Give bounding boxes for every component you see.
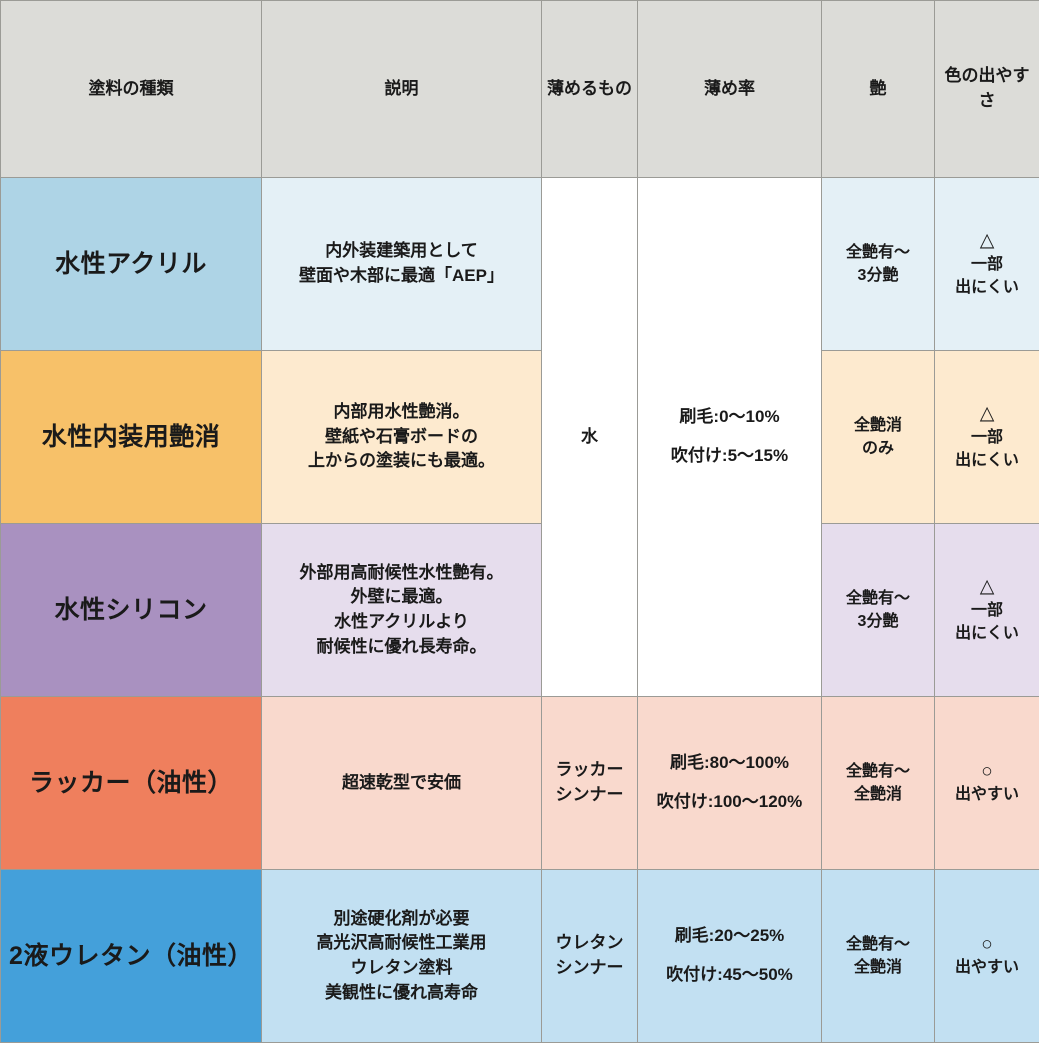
description-line: ウレタン塗料 <box>266 956 537 981</box>
color-visibility-line: 一部 <box>939 426 1035 449</box>
paint-type-cell: 水性内装用艶消 <box>1 351 262 524</box>
thinner-cell: ラッカー シンナー <box>542 697 638 870</box>
triangle-mark-icon: △ <box>939 402 1035 426</box>
paint-type-cell: 水性シリコン <box>1 524 262 697</box>
thinner-cell: ウレタン シンナー <box>542 870 638 1043</box>
description-line: 壁紙や石膏ボードの <box>266 425 537 450</box>
color-visibility-cell: △ 一部 出にくい <box>935 351 1039 524</box>
rate-brush-line: 刷毛:80〜100% <box>642 751 817 776</box>
triangle-mark-icon: △ <box>939 575 1035 599</box>
header-color-visibility: 色の出やすさ <box>935 1 1039 178</box>
header-paint-type: 塗料の種類 <box>1 1 262 178</box>
header-gloss: 艶 <box>822 1 935 178</box>
dilution-rate-cell: 刷毛:80〜100% 吹付け:100〜120% <box>638 697 822 870</box>
thinner-line: シンナー <box>546 783 633 808</box>
rate-spray-line: 吹付け:5〜15% <box>642 444 817 469</box>
table-row: ラッカー（油性） 超速乾型で安価 ラッカー シンナー 刷毛:80〜100% 吹付… <box>1 697 1039 870</box>
thinner-cell-merged: 水 <box>542 178 638 697</box>
description-line: 水性アクリルより <box>266 610 537 635</box>
gloss-line: 全艶消 <box>826 783 930 806</box>
thinner-line: シンナー <box>546 956 633 981</box>
color-visibility-line: 出にくい <box>939 449 1035 472</box>
description-line: 外壁に最適。 <box>266 585 537 610</box>
description-line: 内部用水性艶消。 <box>266 400 537 425</box>
color-visibility-line: 出にくい <box>939 622 1035 645</box>
color-visibility-line: 一部 <box>939 253 1035 276</box>
table-row: 2液ウレタン（油性） 別途硬化剤が必要 高光沢高耐候性工業用 ウレタン塗料 美観… <box>1 870 1039 1043</box>
header-description: 説明 <box>262 1 542 178</box>
gloss-cell: 全艶有〜 全艶消 <box>822 697 935 870</box>
color-visibility-cell: △ 一部 出にくい <box>935 524 1039 697</box>
gloss-line: 3分艶 <box>826 264 930 287</box>
gloss-cell: 全艶有〜 全艶消 <box>822 870 935 1043</box>
color-visibility-cell: △ 一部 出にくい <box>935 178 1039 351</box>
table-row: 水性アクリル 内外装建築用として 壁面や木部に最適「AEP」 水 刷毛:0〜10… <box>1 178 1039 351</box>
paint-type-cell: 2液ウレタン（油性） <box>1 870 262 1043</box>
rate-brush-line: 刷毛:0〜10% <box>642 405 817 430</box>
gloss-cell: 全艶有〜 3分艶 <box>822 178 935 351</box>
gloss-line: 3分艶 <box>826 610 930 633</box>
paint-type-cell: 水性アクリル <box>1 178 262 351</box>
paint-type-cell: ラッカー（油性） <box>1 697 262 870</box>
gloss-line: 全艶消 <box>826 414 930 437</box>
thinner-line: ラッカー <box>546 758 633 783</box>
table-header: 塗料の種類 説明 薄めるもの 薄め率 艶 色の出やすさ <box>1 1 1039 178</box>
color-visibility-line: 出やすい <box>939 956 1035 979</box>
gloss-line: 全艶有〜 <box>826 760 930 783</box>
dilution-rate-cell-merged: 刷毛:0〜10% 吹付け:5〜15% <box>638 178 822 697</box>
description-line: 上からの塗装にも最適。 <box>266 449 537 474</box>
header-thinner: 薄めるもの <box>542 1 638 178</box>
gloss-line: 全艶有〜 <box>826 587 930 610</box>
color-visibility-line: 出にくい <box>939 276 1035 299</box>
description-line: 外部用高耐候性水性艶有。 <box>266 561 537 586</box>
color-visibility-cell: ○ 出やすい <box>935 870 1039 1043</box>
circle-mark-icon: ○ <box>939 760 1035 784</box>
rate-spray-line: 吹付け:100〜120% <box>642 790 817 815</box>
description-line: 壁面や木部に最適「AEP」 <box>266 264 537 289</box>
description-cell: 外部用高耐候性水性艶有。 外壁に最適。 水性アクリルより 耐候性に優れ長寿命。 <box>262 524 542 697</box>
thinner-line: ウレタン <box>546 931 633 956</box>
color-visibility-line: 一部 <box>939 599 1035 622</box>
gloss-line: のみ <box>826 437 930 460</box>
rate-brush-line: 刷毛:20〜25% <box>642 924 817 949</box>
description-line: 内外装建築用として <box>266 239 537 264</box>
gloss-line: 全艶有〜 <box>826 933 930 956</box>
gloss-line: 全艶消 <box>826 956 930 979</box>
description-line: 別途硬化剤が必要 <box>266 907 537 932</box>
description-cell: 内外装建築用として 壁面や木部に最適「AEP」 <box>262 178 542 351</box>
gloss-line: 全艶有〜 <box>826 241 930 264</box>
table-row: 水性シリコン 外部用高耐候性水性艶有。 外壁に最適。 水性アクリルより 耐候性に… <box>1 524 1039 697</box>
gloss-cell: 全艶消 のみ <box>822 351 935 524</box>
color-visibility-line: 出やすい <box>939 783 1035 806</box>
description-line: 耐候性に優れ長寿命。 <box>266 635 537 660</box>
triangle-mark-icon: △ <box>939 229 1035 253</box>
header-row: 塗料の種類 説明 薄めるもの 薄め率 艶 色の出やすさ <box>1 1 1039 178</box>
description-cell: 超速乾型で安価 <box>262 697 542 870</box>
description-line: 超速乾型で安価 <box>266 771 537 796</box>
description-line: 高光沢高耐候性工業用 <box>266 931 537 956</box>
description-cell: 別途硬化剤が必要 高光沢高耐候性工業用 ウレタン塗料 美観性に優れ高寿命 <box>262 870 542 1043</box>
description-line: 美観性に優れ高寿命 <box>266 981 537 1006</box>
table-body: 水性アクリル 内外装建築用として 壁面や木部に最適「AEP」 水 刷毛:0〜10… <box>1 178 1039 1043</box>
header-dilution-rate: 薄め率 <box>638 1 822 178</box>
table-row: 水性内装用艶消 内部用水性艶消。 壁紙や石膏ボードの 上からの塗装にも最適。 全… <box>1 351 1039 524</box>
gloss-cell: 全艶有〜 3分艶 <box>822 524 935 697</box>
dilution-rate-cell: 刷毛:20〜25% 吹付け:45〜50% <box>638 870 822 1043</box>
circle-mark-icon: ○ <box>939 933 1035 957</box>
color-visibility-cell: ○ 出やすい <box>935 697 1039 870</box>
rate-spray-line: 吹付け:45〜50% <box>642 963 817 988</box>
description-cell: 内部用水性艶消。 壁紙や石膏ボードの 上からの塗装にも最適。 <box>262 351 542 524</box>
